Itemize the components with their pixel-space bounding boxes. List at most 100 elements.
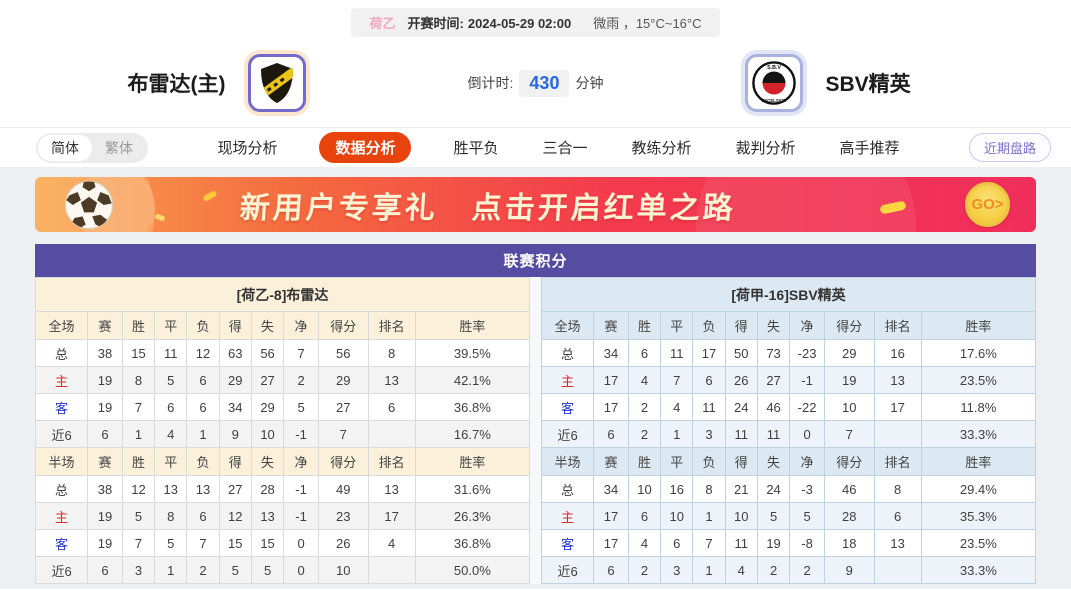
row-label: 总 — [540, 475, 595, 503]
stat-cell: 5 — [218, 556, 252, 584]
column-header: 净 — [283, 447, 319, 476]
stat-cell: 9 — [218, 420, 252, 448]
stat-cell: 34 — [593, 339, 629, 367]
stat-cell: 6 — [186, 393, 220, 421]
stat-cell: 12 — [121, 475, 156, 503]
tab-referee-analysis[interactable]: 裁判分析 — [735, 140, 796, 157]
svg-text:S.B.V: S.B.V — [768, 65, 782, 71]
stat-cell: -1 — [283, 502, 319, 530]
tab-coach-analysis[interactable]: 教练分析 — [631, 140, 692, 157]
row-label: 主 — [540, 366, 595, 394]
stat-cell: 11.8% — [920, 393, 1037, 421]
stat-cell: 7 — [283, 339, 319, 367]
stat-cell: 11 — [692, 393, 726, 421]
stat-cell: 11 — [724, 529, 758, 557]
stat-cell: 39.5% — [414, 339, 531, 367]
stats-row: 客 17 2 4 11 24 46 -22 10 17 11.8% — [540, 393, 1037, 421]
stat-cell: 1 — [660, 420, 694, 448]
stat-cell: 17.6% — [920, 339, 1037, 367]
tab-win-draw-lose[interactable]: 胜平负 — [453, 140, 499, 157]
stat-cell: 21 — [724, 475, 758, 503]
away-team: S.B.V EXCELSIOR SBV精英 — [741, 50, 911, 116]
column-header: 胜率 — [414, 311, 531, 340]
stat-cell: 13 — [873, 366, 922, 394]
stat-cell: -3 — [789, 475, 825, 503]
go-button[interactable]: GO> — [965, 182, 1010, 227]
stat-cell: 2 — [789, 556, 825, 584]
stats-row: 近6 6 2 3 1 4 2 2 9 33.3% — [540, 556, 1037, 584]
teams-row: 布雷达(主) 倒计时: — [0, 39, 1071, 127]
stat-cell: 38 — [87, 339, 123, 367]
stat-cell: 6 — [873, 502, 922, 530]
stat-cell: 56 — [317, 339, 369, 367]
column-header: 得分 — [823, 447, 875, 476]
stats-row: 总 34 6 11 17 50 73 -23 29 16 17.6% — [540, 339, 1037, 367]
row-label: 总 — [34, 475, 89, 503]
stat-cell: 7 — [823, 420, 875, 448]
stat-cell: 6 — [660, 529, 694, 557]
stat-cell: 11 — [660, 339, 694, 367]
column-header: 负 — [692, 447, 726, 476]
lang-simplified[interactable]: 简体 — [38, 134, 92, 161]
stat-cell: 8 — [154, 502, 188, 530]
stat-cell: 19 — [87, 529, 123, 557]
league-badge: 荷乙 — [369, 16, 396, 31]
match-info-bar: 荷乙 开赛时间: 2024-05-29 02:00 微雨 ，15°C~16°C — [351, 8, 720, 37]
stat-cell: 50.0% — [414, 556, 531, 584]
column-header: 胜率 — [920, 311, 1037, 340]
stat-cell: 8 — [692, 475, 726, 503]
stat-cell: 27 — [317, 393, 369, 421]
countdown-unit: 分钟 — [575, 75, 604, 91]
stat-cell: 18 — [823, 529, 875, 557]
nav-bar: 简体 繁体 现场分析 数据分析 胜平负 三合一 教练分析 裁判分析 高手推荐 近… — [0, 127, 1071, 167]
recent-trends-button[interactable]: 近期盘路 — [968, 133, 1051, 162]
stat-cell: 16.7% — [414, 420, 531, 448]
tab-expert-recommend[interactable]: 高手推荐 — [839, 140, 900, 157]
column-header: 平 — [660, 447, 694, 476]
excelsior-crest-icon: S.B.V EXCELSIOR — [752, 61, 797, 105]
row-label: 客 — [34, 529, 89, 557]
stat-cell: 7 — [660, 366, 694, 394]
stat-cell: 11 — [756, 420, 791, 448]
column-header: 得 — [218, 311, 252, 340]
tab-three-in-one[interactable]: 三合一 — [542, 140, 588, 157]
tab-data-analysis[interactable]: 数据分析 — [319, 132, 412, 163]
shield-icon — [260, 63, 293, 103]
stat-cell: 16 — [660, 475, 694, 503]
standings-title: 联赛积分 — [35, 244, 1036, 277]
match-header: 荷乙 开赛时间: 2024-05-29 02:00 微雨 ，15°C~16°C 布… — [0, 0, 1071, 127]
column-header: 失 — [756, 311, 791, 340]
stats-row: 主 17 6 10 1 10 5 5 28 6 35.3% — [540, 502, 1037, 530]
lang-traditional[interactable]: 繁体 — [105, 139, 133, 156]
stat-cell: 5 — [283, 393, 319, 421]
stat-cell: 0 — [789, 420, 825, 448]
stat-cell: 3 — [121, 556, 156, 584]
stat-cell: 7 — [121, 393, 156, 421]
stats-row: 总 34 10 16 8 21 24 -3 46 8 29.4% — [540, 475, 1037, 503]
stat-cell: 33.3% — [920, 420, 1037, 448]
stat-cell: 1 — [121, 420, 156, 448]
column-header: 失 — [250, 311, 285, 340]
stat-cell: 23 — [317, 502, 369, 530]
tab-live-analysis[interactable]: 现场分析 — [217, 140, 278, 157]
row-label: 近6 — [34, 420, 89, 448]
stat-cell: 10 — [250, 420, 285, 448]
stat-cell: 13 — [186, 475, 220, 503]
analysis-tabs: 现场分析 数据分析 胜平负 三合一 教练分析 裁判分析 高手推荐 — [215, 132, 901, 163]
stat-cell: 13 — [250, 502, 285, 530]
promo-banner[interactable]: 新用户专享礼 点击开启红单之路 GO> — [35, 177, 1036, 232]
stat-cell: 31.6% — [414, 475, 531, 503]
column-header: 半场 — [34, 447, 89, 476]
stat-cell: 16 — [873, 339, 922, 367]
stat-cell: 15 — [250, 529, 285, 557]
row-label: 客 — [540, 393, 595, 421]
confetti-decor — [202, 189, 218, 203]
stats-row: 总 38 12 13 13 27 28 -1 49 13 31.6% — [34, 475, 531, 503]
stat-cell: 29 — [250, 393, 285, 421]
stat-cell: 17 — [367, 502, 416, 530]
stat-cell: 10 — [823, 393, 875, 421]
stat-cell: 42.1% — [414, 366, 531, 394]
row-label: 主 — [34, 366, 89, 394]
svg-text:EXCELSIOR: EXCELSIOR — [762, 98, 788, 103]
stat-cell: -22 — [789, 393, 825, 421]
